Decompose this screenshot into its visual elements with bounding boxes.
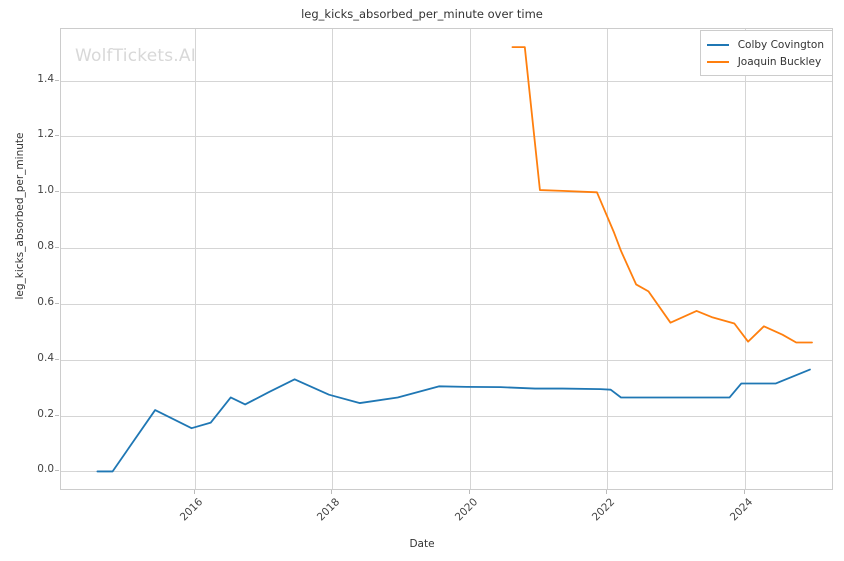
gridline-horizontal <box>61 192 832 194</box>
gridline-horizontal <box>61 359 832 361</box>
legend-swatch-icon <box>706 60 729 63</box>
x-tick-mark <box>468 490 470 494</box>
gridline-horizontal <box>61 415 832 417</box>
y-tick-label: 0.8 <box>37 240 54 253</box>
x-tick-mark <box>193 490 195 494</box>
y-tick-mark <box>55 470 59 472</box>
y-tick-label: 1.2 <box>37 128 54 141</box>
x-axis-label: Date <box>409 538 435 550</box>
legend-item-colby-covington[interactable]: Colby Covington <box>706 36 824 53</box>
plot-area: WolfTickets.AI <box>60 28 833 490</box>
y-axis-ticks: 0.0 0.2 0.4 0.6 0.8 1.0 1.2 1.4 <box>0 0 59 561</box>
y-tick-label: 1.4 <box>37 72 54 85</box>
legend-item-joaquin-buckley[interactable]: Joaquin Buckley <box>706 53 824 70</box>
gridline-horizontal <box>61 471 832 473</box>
y-tick-mark <box>55 302 59 304</box>
x-tick-mark <box>331 490 333 494</box>
gridline-vertical <box>332 29 334 489</box>
y-tick-mark <box>55 358 59 360</box>
y-tick-mark <box>55 135 59 137</box>
x-tick-mark <box>743 490 745 494</box>
x-tick-label: 2018 <box>315 496 343 524</box>
gridline-vertical <box>194 29 196 489</box>
series-line-1 <box>511 46 813 344</box>
y-tick-label: 0.2 <box>37 407 54 420</box>
legend-label: Joaquin Buckley <box>737 55 822 68</box>
legend-label: Colby Covington <box>737 38 824 51</box>
gridline-vertical <box>469 29 471 489</box>
gridline-horizontal <box>61 80 832 82</box>
y-tick-label: 0.0 <box>37 463 54 476</box>
y-tick-mark <box>55 191 59 193</box>
chart-legend[interactable]: Colby Covington Joaquin Buckley <box>699 30 833 76</box>
gridline-vertical <box>744 29 746 489</box>
gridline-horizontal <box>61 248 832 250</box>
page-title: leg_kicks_absorbed_per_minute over time <box>301 7 543 21</box>
y-tick-mark <box>55 414 59 416</box>
x-tick-label: 2016 <box>177 496 206 524</box>
x-tick-label: 2022 <box>590 496 618 524</box>
gridline-horizontal <box>61 136 832 138</box>
x-tick-mark <box>606 490 608 494</box>
y-tick-label: 0.4 <box>37 351 54 364</box>
y-tick-label: 1.0 <box>37 184 54 197</box>
y-tick-label: 0.6 <box>37 295 54 308</box>
x-tick-label: 2024 <box>727 496 755 524</box>
x-tick-label: 2020 <box>452 496 481 524</box>
series-lines <box>96 46 813 473</box>
gridline-horizontal <box>61 303 832 305</box>
y-tick-mark <box>55 79 59 81</box>
y-tick-mark <box>55 247 59 249</box>
legend-swatch-icon <box>706 43 729 46</box>
y-axis-label: leg_kicks_absorbed_per_minute <box>14 132 26 300</box>
gridline-vertical <box>607 29 609 489</box>
series-line-0 <box>96 368 811 473</box>
